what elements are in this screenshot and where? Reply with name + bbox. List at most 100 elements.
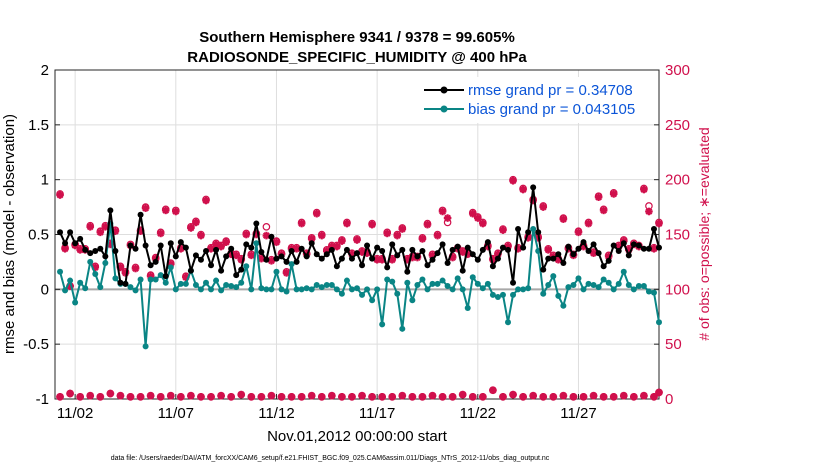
bias-point-43 bbox=[273, 268, 280, 275]
rmse-point-107 bbox=[595, 250, 602, 257]
obs-bottom-evaluated-39 bbox=[448, 393, 457, 401]
bias-point-83 bbox=[474, 280, 481, 287]
rmse-point-96 bbox=[540, 266, 547, 273]
bias-point-20 bbox=[157, 272, 164, 279]
obs-bottom-evaluated-18 bbox=[237, 390, 246, 399]
bias-point-113 bbox=[625, 281, 632, 288]
rmse-point-65 bbox=[384, 264, 391, 271]
bias-point-1 bbox=[62, 287, 69, 294]
rmse-point-38 bbox=[248, 244, 255, 251]
bias-point-116 bbox=[640, 283, 647, 290]
rmse-point-60 bbox=[359, 262, 366, 269]
rmse-point-7 bbox=[92, 247, 99, 254]
obs-evaluated-point-90 bbox=[509, 176, 517, 185]
bias-point-17 bbox=[142, 343, 149, 350]
bias-point-56 bbox=[338, 290, 345, 297]
obs-bottom-evaluated-17 bbox=[227, 393, 235, 401]
rmse-point-40 bbox=[258, 249, 265, 256]
bias-point-119 bbox=[656, 319, 662, 326]
rmse-point-11 bbox=[112, 247, 119, 254]
rmse-point-102 bbox=[570, 251, 577, 258]
obs-bottom-evaluated-56 bbox=[619, 391, 628, 400]
bias-point-23 bbox=[172, 286, 179, 293]
rmse-point-85 bbox=[484, 239, 491, 246]
obs-bottom-evaluated-58 bbox=[640, 391, 648, 400]
obs-bottom-evaluated-24 bbox=[297, 393, 306, 401]
obs-evaluated-point-56 bbox=[338, 237, 346, 245]
bias-point-57 bbox=[343, 277, 350, 284]
bias-point-41 bbox=[263, 286, 270, 293]
rmse-point-99 bbox=[555, 251, 562, 258]
obs-bottom-evaluated-35 bbox=[408, 393, 417, 401]
obs-bottom-evaluated-41 bbox=[468, 393, 477, 401]
obs-bottom-evaluated-6 bbox=[116, 391, 125, 400]
obs-bottom-evaluated-30 bbox=[358, 391, 366, 400]
obs-bottom-evaluated-29 bbox=[348, 393, 356, 401]
y-tick-label-1: -0.5 bbox=[23, 336, 49, 353]
obs-bottom-evaluated-15 bbox=[207, 393, 215, 401]
y-right-tick-label-3: 150 bbox=[665, 227, 690, 244]
rmse-point-59 bbox=[354, 250, 360, 257]
obs-bottom-evaluated-31 bbox=[368, 393, 376, 401]
rmse-point-70 bbox=[409, 246, 416, 253]
rmse-point-46 bbox=[288, 247, 295, 254]
obs-bottom-evaluated-10 bbox=[156, 393, 165, 401]
obs-bottom-evaluated-25 bbox=[307, 391, 316, 400]
bias-point-14 bbox=[127, 284, 134, 291]
rmse-point-111 bbox=[615, 247, 622, 254]
rmse-point-44 bbox=[278, 253, 285, 260]
bias-point-71 bbox=[414, 281, 421, 288]
obs-evaluated-point-48 bbox=[297, 219, 306, 228]
obs-evaluated-point-15 bbox=[131, 264, 140, 273]
rmse-point-3 bbox=[72, 240, 79, 247]
bias-point-88 bbox=[499, 291, 506, 298]
obs-bottom-evaluated-26 bbox=[317, 393, 326, 401]
obs-bottom-evaluated-49 bbox=[549, 393, 558, 401]
obs-bottom-evaluated-19 bbox=[247, 393, 256, 401]
bias-point-98 bbox=[550, 273, 557, 280]
obs-possible-point-41 bbox=[262, 223, 271, 231]
rmse-point-19 bbox=[152, 258, 159, 265]
bias-point-46 bbox=[288, 261, 295, 268]
y-right-tick-label-0: 0 bbox=[665, 391, 673, 408]
obs-bottom-evaluated-59 bbox=[650, 393, 658, 401]
rmse-point-50 bbox=[308, 240, 315, 247]
rmse-point-100 bbox=[560, 260, 567, 267]
obs-bottom-evaluated-52 bbox=[579, 393, 588, 401]
bias-point-68 bbox=[399, 325, 406, 332]
bias-point-42 bbox=[268, 286, 275, 293]
rmse-point-30 bbox=[208, 262, 215, 269]
bias-point-103 bbox=[575, 275, 582, 282]
bias-point-117 bbox=[645, 288, 652, 295]
rmse-point-20 bbox=[157, 242, 164, 249]
bias-point-89 bbox=[505, 319, 511, 326]
bias-point-111 bbox=[615, 280, 622, 287]
rmse-point-76 bbox=[439, 241, 446, 248]
rmse-point-5 bbox=[82, 246, 89, 253]
y-tick-label-0: -1 bbox=[36, 391, 49, 408]
obs-evaluated-point-65 bbox=[383, 229, 391, 238]
rmse-point-45 bbox=[283, 258, 290, 265]
bias-point-6 bbox=[87, 258, 94, 265]
obs-evaluated-point-62 bbox=[368, 220, 376, 229]
obs-evaluated-point-55 bbox=[333, 242, 341, 251]
rmse-point-81 bbox=[464, 244, 471, 251]
legend-rmse-marker bbox=[440, 86, 448, 94]
obs-evaluated-point-8 bbox=[96, 228, 105, 237]
rmse-point-17 bbox=[142, 242, 149, 249]
legend-box bbox=[418, 77, 650, 123]
rmse-point-108 bbox=[600, 263, 607, 270]
obs-evaluated-point-9 bbox=[101, 223, 110, 231]
obs-bottom-evaluated-42 bbox=[479, 393, 487, 401]
bias-point-44 bbox=[278, 286, 285, 293]
obs-bottom-evaluated-4 bbox=[96, 393, 105, 401]
rmse-point-89 bbox=[505, 246, 511, 253]
rmse-point-41 bbox=[263, 256, 270, 263]
bias-point-53 bbox=[323, 281, 330, 288]
rmse-point-2 bbox=[67, 229, 74, 236]
rmse-point-115 bbox=[635, 242, 642, 249]
obs-evaluated-point-26 bbox=[187, 224, 195, 232]
rmse-point-22 bbox=[167, 240, 174, 247]
x-tick-label-4: 11/22 bbox=[460, 405, 496, 422]
